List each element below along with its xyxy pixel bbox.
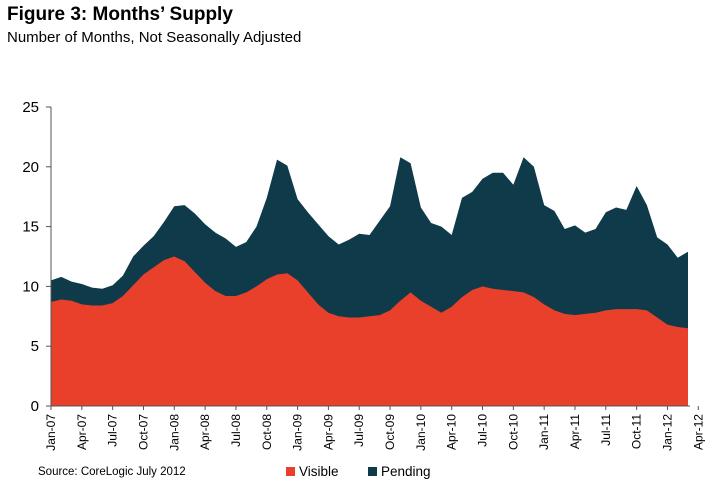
x-tick-label: Jul-10 — [476, 414, 490, 447]
x-tick-label: Jan-07 — [44, 414, 58, 451]
legend-label-visible: Visible — [299, 464, 339, 479]
x-tick-label: Apr-08 — [198, 414, 212, 450]
x-tick-label: Oct-10 — [506, 414, 520, 450]
legend-swatch-visible — [286, 467, 295, 476]
x-tick-label: Jan-08 — [167, 414, 181, 451]
x-tick-label: Apr-12 — [691, 414, 705, 450]
x-tick-label: Apr-10 — [445, 414, 459, 450]
y-tick-label: 25 — [22, 99, 39, 116]
legend-item-visible: Visible — [286, 464, 339, 479]
x-tick-label: Jan-10 — [414, 414, 428, 451]
y-tick-label: 5 — [31, 338, 39, 355]
x-tick-label: Jul-09 — [352, 414, 366, 447]
y-tick-label: 10 — [22, 278, 39, 295]
x-tick-label: Jul-11 — [599, 414, 613, 446]
x-tick-label: Jan-12 — [660, 414, 674, 451]
y-tick-label: 20 — [22, 159, 39, 176]
x-tick-label: Oct-09 — [383, 414, 397, 450]
x-tick-label: Apr-09 — [321, 414, 335, 450]
x-tick-label: Jan-09 — [291, 414, 305, 451]
x-tick-label: Oct-07 — [136, 414, 150, 450]
y-tick-label: 0 — [31, 398, 39, 415]
x-tick-label: Jul-08 — [229, 414, 243, 447]
legend-item-pending: Pending — [368, 464, 431, 479]
x-tick-label: Apr-11 — [568, 414, 582, 449]
source-note: Source: CoreLogic July 2012 — [38, 466, 186, 478]
legend-swatch-pending — [368, 467, 377, 476]
y-tick-label: 15 — [22, 219, 39, 236]
x-tick-label: Jan-11 — [537, 414, 551, 450]
x-tick-label: Oct-08 — [260, 414, 274, 450]
x-tick-label: Jul-07 — [106, 414, 120, 447]
chart-subtitle: Number of Months, Not Seasonally Adjuste… — [7, 29, 302, 46]
chart-title: Figure 3: Months’ Supply — [7, 4, 233, 25]
x-tick-label: Apr-07 — [75, 414, 89, 450]
legend-label-pending: Pending — [381, 464, 431, 479]
x-tick-label: Oct-11 — [630, 414, 644, 449]
area-visible — [51, 256, 688, 406]
